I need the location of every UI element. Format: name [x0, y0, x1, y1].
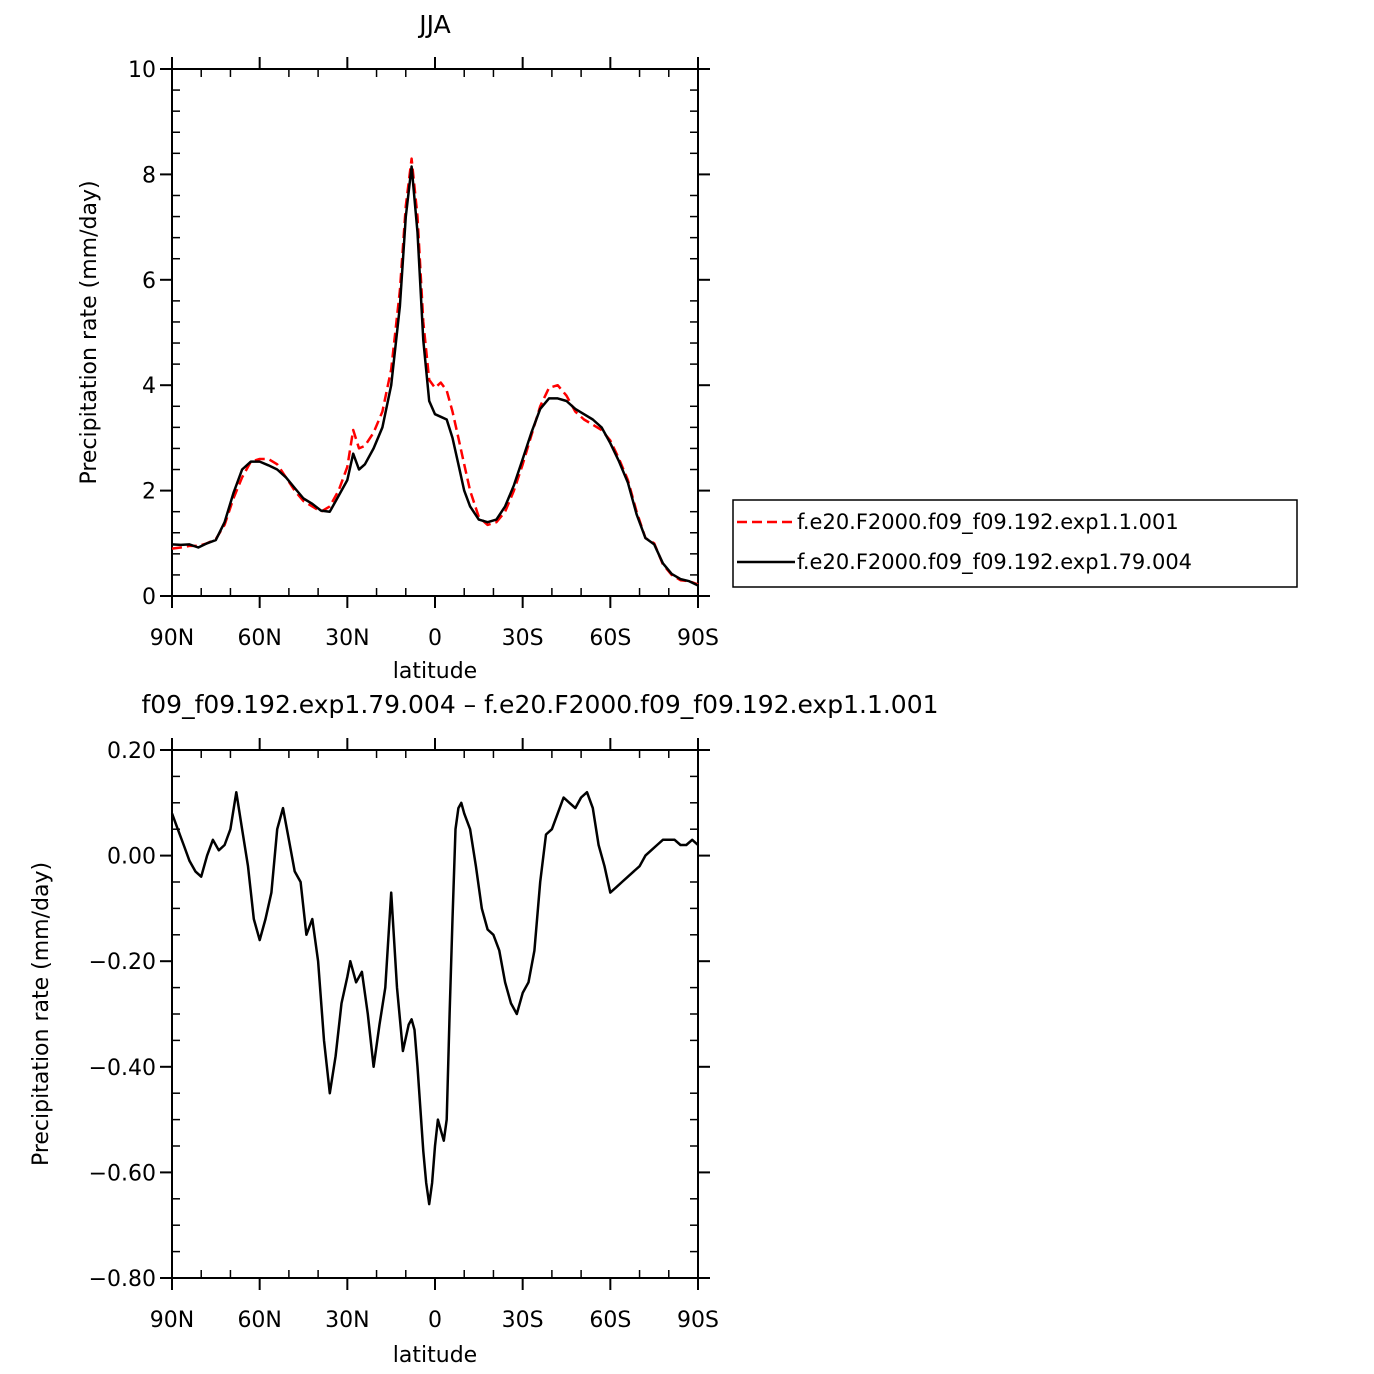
plot-frame	[171, 749, 699, 1279]
x-tick-label: 0	[428, 1308, 442, 1333]
x-tick-label: 90N	[150, 626, 194, 651]
plot-frame	[171, 68, 699, 597]
y-tick-label: 10	[128, 58, 156, 83]
x-tick-label: 60S	[589, 626, 631, 651]
x-tick-label: 0	[428, 626, 442, 651]
x-tick-label: 90S	[677, 1308, 719, 1333]
y-tick-label: −0.80	[89, 1267, 156, 1292]
y-tick-label: 2	[142, 480, 156, 505]
x-tick-label: 30N	[325, 1308, 369, 1333]
y-tick-label: −0.40	[89, 1056, 156, 1081]
chart-title: f09_f09.192.exp1.79.004 – f.e20.F2000.f0…	[141, 690, 938, 719]
y-axis-label: Precipitation rate (mm/day)	[77, 180, 102, 484]
series-line-0	[171, 157, 699, 586]
bottom-chart: 90N 60N 30N 0 30S 60S 90S −0.80 −0.60 −0.40 −0.20 0…	[29, 690, 939, 1368]
x-tick-label: 90N	[150, 1308, 194, 1333]
legend-label-1: f.e20.F2000.f09_f09.192.exp1.79.004	[797, 550, 1192, 575]
x-tick-label: 30S	[502, 626, 544, 651]
series-line-1	[171, 165, 699, 587]
x-axis-label: latitude	[393, 659, 477, 684]
y-tick-label: 0	[142, 585, 156, 610]
y-tick-label: 0.20	[107, 739, 156, 764]
x-tick-label: 60N	[237, 1308, 281, 1333]
x-axis-label: latitude	[393, 1343, 477, 1368]
top-chart: 90N 60N 30N 0 30S 60S 90S 0 2 4 6 8 10 JJA latitude Pre…	[77, 10, 719, 684]
x-tick-label: 60N	[237, 626, 281, 651]
y-tick-label: −0.60	[89, 1161, 156, 1186]
y-tick-label: 6	[142, 269, 156, 294]
x-tick-label: 30S	[502, 1308, 544, 1333]
legend: f.e20.F2000.f09_f09.192.exp1.1.001 f.e20.…	[732, 499, 1298, 588]
x-tick-label: 60S	[589, 1308, 631, 1333]
chart-title: JJA	[417, 10, 450, 39]
y-tick-label: 0.00	[107, 845, 156, 870]
y-axis-label: Precipitation rate (mm/day)	[29, 862, 54, 1166]
series-line-0	[170, 790, 699, 1206]
y-tick-label: 8	[142, 163, 156, 188]
y-tick-label: 4	[142, 374, 156, 399]
legend-label-0: f.e20.F2000.f09_f09.192.exp1.1.001	[797, 510, 1179, 535]
legend-box	[732, 499, 1298, 588]
x-tick-label: 90S	[677, 626, 719, 651]
x-tick-label: 30N	[325, 626, 369, 651]
y-tick-label: −0.20	[89, 950, 156, 975]
